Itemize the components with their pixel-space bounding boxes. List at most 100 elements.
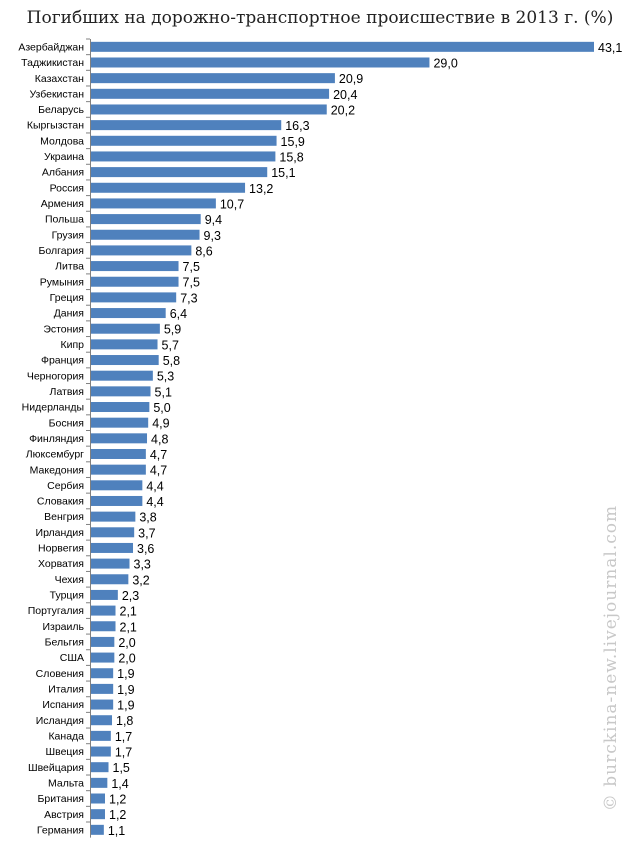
- bar: [91, 636, 115, 647]
- value-label: 4,7: [150, 448, 167, 462]
- bar: [91, 621, 116, 632]
- bar: [91, 308, 166, 319]
- bar: [91, 652, 115, 663]
- bar: [91, 245, 192, 256]
- category-label: Словакия: [37, 496, 84, 508]
- bar: [91, 746, 111, 757]
- category-label: Латвия: [50, 386, 84, 398]
- bar: [91, 448, 146, 459]
- bar: [91, 370, 153, 381]
- value-label: 8,6: [195, 244, 212, 258]
- value-label: 15,9: [281, 135, 305, 149]
- bar: [91, 88, 330, 99]
- category-label: Испания: [42, 699, 84, 711]
- bar: [91, 292, 177, 303]
- bar: [91, 417, 149, 428]
- category-label: Исландия: [36, 715, 84, 727]
- category-label: Черногория: [27, 370, 84, 382]
- bar: [91, 182, 246, 193]
- bar: [91, 276, 179, 287]
- value-label: 10,7: [220, 197, 244, 211]
- bar: [91, 683, 114, 694]
- value-label: 7,5: [183, 276, 200, 290]
- bar: [91, 323, 160, 334]
- category-label: Греция: [50, 292, 84, 304]
- category-label: Польша: [45, 214, 84, 226]
- category-label: Чехия: [55, 574, 84, 586]
- bar: [91, 527, 135, 538]
- category-label: Дания: [54, 308, 84, 320]
- category-label: Беларусь: [38, 104, 84, 116]
- category-label: США: [60, 652, 84, 664]
- bar: [91, 355, 159, 366]
- category-label: Швейцария: [28, 762, 84, 774]
- value-label: 3,8: [139, 511, 156, 525]
- bar: [91, 715, 113, 726]
- value-label: 5,0: [153, 401, 170, 415]
- bar: [91, 120, 282, 131]
- category-label: Швеция: [46, 746, 85, 758]
- value-label: 1,8: [116, 714, 133, 728]
- category-label: Канада: [48, 730, 84, 742]
- bar: [91, 41, 594, 52]
- category-label: Армения: [41, 198, 84, 210]
- bar: [91, 809, 105, 820]
- bar: [91, 574, 129, 585]
- category-label: Нидерланды: [22, 402, 84, 414]
- bar: [91, 135, 277, 146]
- bar: [91, 668, 114, 679]
- value-label: 20,4: [333, 88, 357, 102]
- category-label: Сербия: [47, 480, 84, 492]
- bar: [91, 433, 148, 444]
- category-label: Люксембург: [26, 449, 84, 461]
- category-label: Словения: [36, 668, 84, 680]
- value-label: 20,2: [331, 103, 355, 117]
- bar: [91, 214, 201, 225]
- bar: [91, 261, 179, 272]
- value-label: 5,9: [164, 323, 181, 337]
- value-label: 1,9: [117, 699, 134, 713]
- category-label: Венгрия: [44, 511, 84, 523]
- bar: [91, 558, 130, 569]
- value-label: 9,4: [205, 213, 222, 227]
- bar: [91, 699, 114, 710]
- category-label: Британия: [38, 793, 84, 805]
- bar: [91, 589, 118, 600]
- category-label: Узбекистан: [29, 88, 84, 100]
- bar: [91, 57, 430, 68]
- bar: [91, 104, 327, 115]
- bar: [91, 480, 143, 491]
- category-label: Молдова: [40, 135, 84, 147]
- value-label: 3,2: [132, 573, 149, 587]
- value-label: 5,3: [157, 370, 174, 384]
- bar: [91, 542, 134, 553]
- bar: [91, 824, 104, 835]
- value-label: 13,2: [249, 182, 273, 196]
- value-label: 29,0: [433, 56, 457, 70]
- category-label: Литва: [55, 261, 84, 273]
- bar: [91, 762, 109, 773]
- bar: [91, 605, 116, 616]
- category-label: Албания: [42, 167, 84, 179]
- value-label: 15,8: [279, 150, 303, 164]
- bar: [91, 495, 143, 506]
- value-label: 5,1: [155, 385, 172, 399]
- value-label: 2,1: [120, 620, 137, 634]
- bar: [91, 339, 158, 350]
- value-label: 4,9: [152, 417, 169, 431]
- category-label: Румыния: [40, 276, 84, 288]
- value-label: 43,1: [598, 41, 622, 55]
- bar: [91, 402, 150, 413]
- category-label: Эстония: [43, 323, 84, 335]
- bar: [91, 793, 105, 804]
- value-label: 1,5: [113, 761, 130, 775]
- value-label: 1,9: [117, 683, 134, 697]
- value-label: 1,4: [111, 777, 128, 791]
- category-label: Германия: [37, 824, 84, 836]
- value-label: 15,1: [271, 166, 295, 180]
- value-label: 7,5: [183, 260, 200, 274]
- category-label: Кыргызстан: [27, 120, 84, 132]
- category-label: Франция: [41, 355, 84, 367]
- value-label: 4,4: [146, 495, 163, 509]
